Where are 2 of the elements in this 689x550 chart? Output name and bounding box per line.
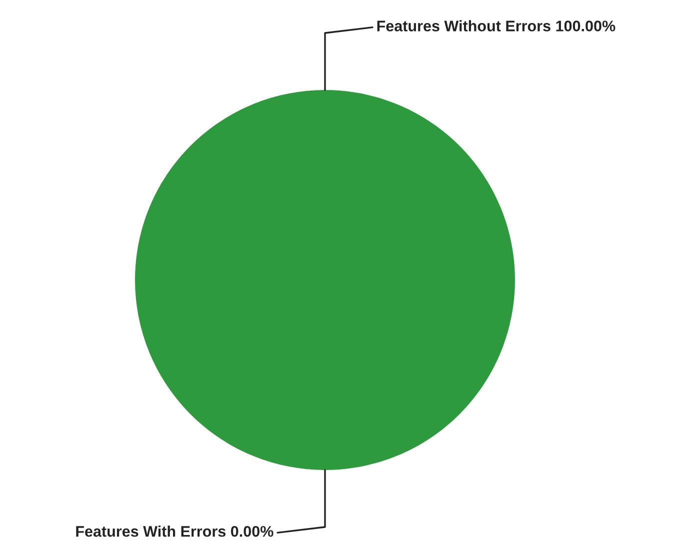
category-label: Features With Errors 0.00% xyxy=(76,526,274,537)
slice-label: Features Without Errors 100.00% xyxy=(377,20,616,32)
